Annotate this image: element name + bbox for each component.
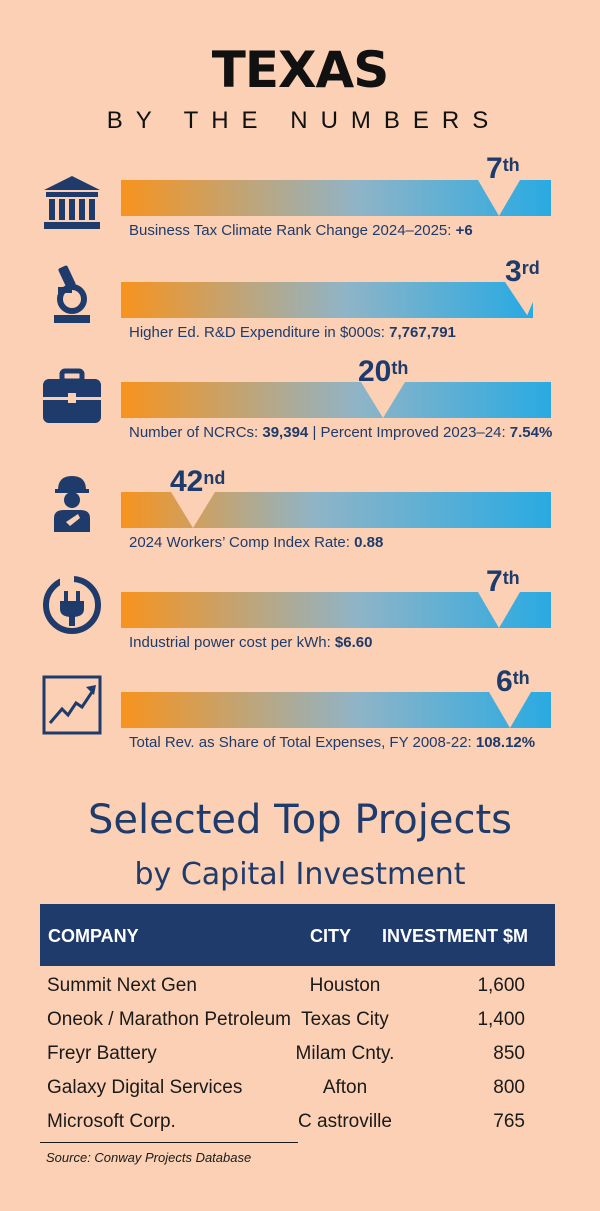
metric-caption: Higher Ed. R&D Expenditure in $000s: 7,7… — [129, 324, 456, 341]
column-header-investment: INVESTMENT $M — [382, 926, 529, 946]
metric-tax-climate: 7th Business Tax Climate Rank Change 202… — [0, 150, 600, 250]
rank-label: 3rd — [505, 255, 540, 288]
city-cell: Texas City — [301, 1009, 389, 1030]
metric-caption: 2024 Workers’ Comp Index Rate: 0.88 — [129, 534, 384, 551]
table-row: Galaxy Digital Services Afton 800 — [40, 1071, 555, 1105]
microscope-icon — [54, 265, 90, 323]
investment-cell: 765 — [493, 1111, 525, 1132]
rank-label: 6th — [496, 665, 530, 698]
source-divider — [40, 1142, 298, 1143]
projects-subtitle: by Capital Investment — [134, 857, 466, 892]
city-cell: C astroville — [298, 1111, 392, 1132]
column-header-city: CITY — [310, 926, 352, 946]
metric-power-cost: 7th Industrial power cost per kWh: $6.60 — [0, 565, 600, 665]
rank-bar — [121, 592, 551, 628]
city-cell: Afton — [322, 1077, 368, 1098]
table-row: Summit Next Gen Houston 1,600 — [40, 969, 555, 1003]
rank-label: 7th — [486, 152, 520, 185]
page-title: TEXAS — [211, 41, 390, 99]
metric-caption: Industrial power cost per kWh: $6.60 — [129, 634, 373, 651]
metric-workers-comp: 42nd 2024 Workers’ Comp Index Rate: 0.88 — [0, 465, 600, 565]
rank-bar — [121, 180, 551, 216]
company-cell: Summit Next Gen — [47, 975, 197, 996]
briefcase-icon — [43, 368, 101, 423]
company-cell: Microsoft Corp. — [47, 1111, 176, 1132]
investment-cell: 1,600 — [477, 975, 525, 996]
city-cell: Houston — [309, 975, 381, 996]
investment-cell: 850 — [493, 1043, 525, 1064]
page-subtitle: BY THE NUMBERS — [106, 107, 502, 134]
rank-label: 20th — [358, 355, 409, 388]
rank-label: 7th — [486, 565, 520, 598]
metric-revenue-share: 6th Total Rev. as Share of Total Expense… — [0, 665, 600, 765]
metric-ncrcs: 20th Number of NCRCs: 39,394 | Percent I… — [0, 355, 600, 455]
rank-bar — [121, 382, 551, 418]
table-row: Freyr Battery Milam Cnty. 850 — [40, 1037, 555, 1071]
trend-chart-icon — [42, 675, 102, 735]
projects-table-header: COMPANY CITY INVESTMENT $M — [40, 904, 555, 966]
column-header-company: COMPANY — [48, 926, 139, 946]
table-row: Microsoft Corp. C astroville 765 — [40, 1105, 555, 1139]
construction-worker-icon — [54, 476, 90, 532]
rank-bar — [121, 282, 533, 318]
investment-cell: 1,400 — [477, 1009, 525, 1030]
metric-caption: Number of NCRCs: 39,394 | Percent Improv… — [129, 424, 553, 441]
metric-caption: Total Rev. as Share of Total Expenses, F… — [129, 734, 536, 751]
rank-bar — [121, 692, 551, 728]
source-note: Source: Conway Projects Database — [46, 1150, 252, 1165]
rank-bar — [121, 492, 551, 528]
company-cell: Freyr Battery — [47, 1043, 157, 1064]
power-plug-icon — [43, 575, 101, 634]
courthouse-icon — [44, 176, 100, 229]
company-cell: Oneok / Marathon Petroleum — [47, 1009, 291, 1030]
table-row: Oneok / Marathon Petroleum Texas City 1,… — [40, 1003, 555, 1037]
rank-label: 42nd — [170, 465, 226, 498]
projects-title: Selected Top Projects — [87, 797, 513, 843]
company-cell: Galaxy Digital Services — [47, 1077, 243, 1098]
city-cell: Milam Cnty. — [295, 1043, 395, 1064]
metric-rd-expenditure: 3rd Higher Ed. R&D Expenditure in $000s:… — [0, 255, 600, 355]
metric-caption: Business Tax Climate Rank Change 2024–20… — [129, 222, 473, 239]
investment-cell: 800 — [493, 1077, 525, 1098]
